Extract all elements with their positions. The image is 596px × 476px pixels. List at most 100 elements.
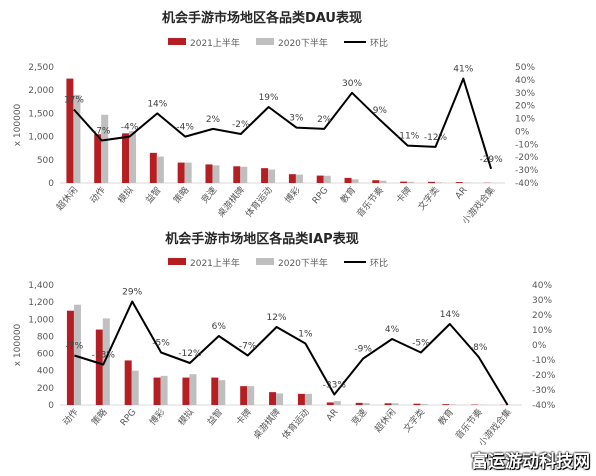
x-tick-label: 桌游棋牌 [215,184,247,219]
y-tick-label: 1,500 [28,109,54,119]
x-tick-label: 卡牌 [393,184,414,206]
y2-tick-label: 30% [515,89,535,99]
x-tick-label: 模拟 [115,184,136,206]
bar-h1-2021 [427,181,435,183]
y2-tick-label: 40% [532,281,552,291]
bar-h2-2020 [420,403,428,405]
y2-tick-label: -20% [532,371,556,381]
data-label: 17% [64,96,84,106]
bar-h2-2020 [304,393,312,405]
bar-h1-2021 [326,402,334,405]
x-tick-label: 策略 [89,406,110,428]
legend-swatch-0 [168,258,186,265]
bar-h2-2020 [160,375,168,405]
y-tick-label: 2,000 [28,86,54,96]
y-tick-label: 600 [37,350,54,360]
data-label: 14% [440,310,460,320]
x-tick-label: RPG [119,407,139,428]
data-label: 2% [206,115,221,125]
x-tick-label: 博彩 [282,184,303,206]
bar-h1-2021 [442,404,450,405]
data-label: 12% [267,313,287,323]
data-label: -33% [323,381,347,391]
y2-tick-label: -20% [515,153,539,163]
data-label: -9% [354,345,372,355]
x-tick-label: AR [454,186,470,202]
y2-tick-label: 0% [532,341,547,351]
y2-tick-label: -40% [515,179,539,189]
bar-h1-2021 [205,164,213,183]
bar-h2-2020 [362,403,370,405]
y2-tick-label: 10% [532,326,552,336]
bar-h2-2020 [240,166,248,183]
y2-tick-label: 50% [515,63,535,73]
data-label: 29% [122,288,142,298]
iap-chart: 机会手游市场地区各品类IAP表现 2021上半年 2020下半年 环比 0 200 400 6… [13,231,556,448]
bar-h1-2021 [122,133,130,183]
data-label: -7% [93,126,111,136]
bar-h1-2021 [372,180,380,183]
dau-chart: 机会手游市场地区各品类DAU表现 2021上半年 2020下半年 环比 0 500 1,00… [13,10,539,226]
data-label: -11% [396,132,420,142]
y-tick-label: 0 [48,401,54,411]
x-tick-label: 竞速 [349,406,370,428]
y2-tick-label: -30% [515,166,539,176]
bar-h2-2020 [131,370,139,405]
bar-h1-2021 [94,134,102,183]
data-label: -5% [412,339,430,349]
bar-h2-2020 [102,318,110,405]
y-tick-label: 2,500 [28,63,54,73]
y-axis-label: x 100000 [13,323,23,366]
bar-h2-2020 [379,180,387,183]
y-tick-label: 0 [48,179,54,189]
y-axis-label: x 100000 [13,103,23,146]
x-tick-label: 益智 [143,184,164,206]
data-label: -12% [424,133,448,143]
x-tick-label: 动作 [87,184,108,206]
data-label: -4% [121,123,139,133]
bar-h1-2021 [269,392,277,405]
x-tick-label: 益智 [204,406,225,428]
x-tick-label: 策略 [171,184,192,206]
data-label: 9% [373,106,388,116]
bar-h1-2021 [124,360,132,405]
data-label: -7% [66,342,84,352]
data-label: -2% [232,120,250,130]
data-label: 14% [147,99,167,109]
x-tick-label: 文字类 [401,406,428,434]
data-label: -4% [176,123,194,133]
y2-tick-label: -10% [515,140,539,150]
legend-label-0: 2021上半年 [190,257,240,269]
bar-h2-2020 [276,393,284,405]
bar-h2-2020 [189,374,197,405]
bar-h1-2021 [413,403,421,405]
chart-title: 机会手游市场地区各品类DAU表现 [162,10,362,26]
legend-swatch-1 [256,258,274,265]
x-tick-label: 教育 [435,406,456,428]
y-tick-label: 800 [37,332,54,342]
data-label: 1% [298,330,313,340]
watermark-text: 富运游动科技网 [471,452,590,472]
bar-h1-2021 [288,174,296,183]
bar-h1-2021 [344,177,352,183]
bar-h2-2020 [268,169,276,183]
legend-label-line: 环比 [370,37,388,49]
data-label: 6% [212,322,227,332]
data-label: 2% [317,115,332,125]
growth-line [74,300,509,406]
x-tick-label: 教育 [338,184,359,206]
bar-h1-2021 [316,175,324,183]
data-label: -12% [178,349,202,359]
chart-title: 机会手游市场地区各品类IAP表现 [165,231,358,247]
x-tick-label: RPG [311,185,331,206]
data-label: -5% [152,339,170,349]
bar-h1-2021 [177,162,185,183]
bar-h1-2021 [355,402,363,405]
x-tick-label: 博彩 [147,406,168,428]
y2-tick-label: 0% [515,127,530,137]
y2-tick-label: 30% [532,296,552,306]
legend-label-line: 环比 [370,257,388,269]
x-tick-label: 超休闲 [54,184,81,212]
y2-tick-label: 40% [515,76,535,86]
